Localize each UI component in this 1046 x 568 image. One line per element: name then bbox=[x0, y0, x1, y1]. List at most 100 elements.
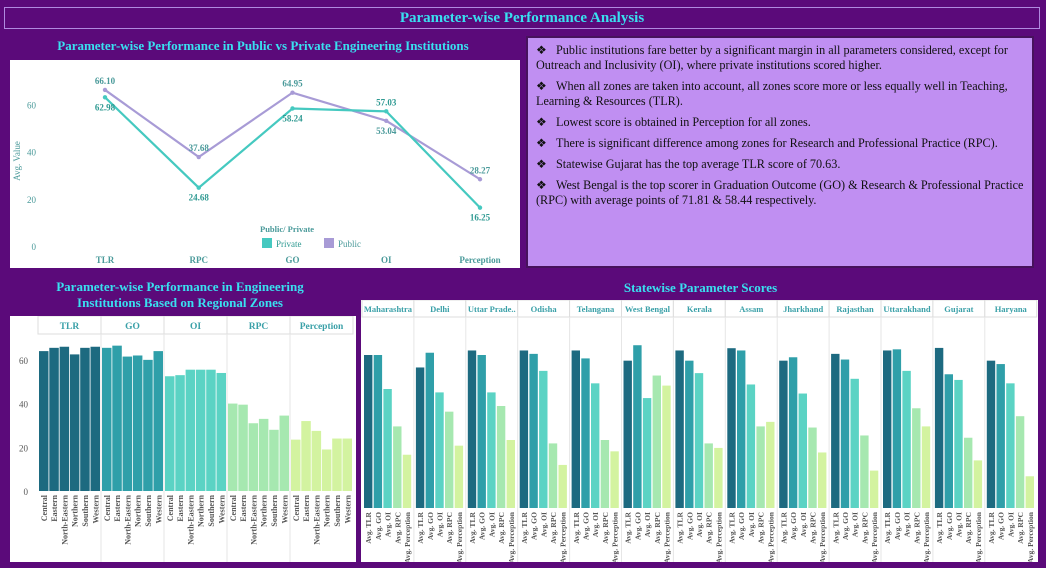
parameter-tick-label: Avg. RPC bbox=[705, 512, 714, 544]
zone-bar bbox=[332, 438, 342, 491]
zone-tick-label: Western bbox=[217, 494, 226, 523]
legend-swatch-public bbox=[324, 238, 334, 248]
state-header-label: Maharashtra bbox=[364, 304, 413, 314]
state-bar bbox=[529, 353, 538, 508]
parameter-tick-label: Avg. GO bbox=[582, 512, 591, 540]
state-bar bbox=[746, 384, 756, 508]
parameter-tick-label: Avg. Perception bbox=[611, 511, 620, 562]
parameter-tick-label: Avg. OI bbox=[643, 512, 652, 537]
zone-bar bbox=[102, 347, 112, 491]
y-tick-label: 40 bbox=[27, 148, 37, 158]
state-bar bbox=[675, 350, 684, 508]
zone-bar bbox=[248, 423, 259, 491]
parameter-tick-label: Avg. GO bbox=[789, 512, 798, 540]
insight-text: There is significant difference among zo… bbox=[556, 136, 998, 150]
state-bar bbox=[934, 347, 944, 508]
parameter-tick-label: Avg. OI bbox=[436, 512, 445, 537]
zone-bar bbox=[122, 356, 133, 491]
parameter-tick-label: Avg. TLR bbox=[572, 511, 581, 543]
legend-title: Public/ Private bbox=[260, 224, 314, 234]
zone-tick-label: Southern bbox=[333, 494, 342, 526]
parameter-tick-label: Avg. OI bbox=[539, 512, 548, 537]
state-bar bbox=[883, 350, 892, 508]
data-label-private: 58.24 bbox=[282, 113, 303, 123]
y-tick-label: 0 bbox=[32, 242, 37, 252]
public-private-title: Parameter-wise Performance in Public vs … bbox=[57, 38, 469, 53]
states-title: Statewise Parameter Scores bbox=[623, 280, 778, 295]
state-header-label: Gujarat bbox=[944, 304, 973, 314]
parameter-tick-label: Avg. TLR bbox=[779, 511, 788, 543]
state-bar bbox=[902, 370, 911, 508]
diamond-bullet-icon: ❖ bbox=[536, 43, 547, 57]
state-bar bbox=[694, 373, 704, 508]
state-bar bbox=[685, 360, 694, 508]
parameter-tick-label: Avg. TLR bbox=[416, 511, 425, 543]
state-bar bbox=[756, 426, 765, 508]
state-bar bbox=[393, 426, 402, 508]
zone-bar bbox=[228, 403, 238, 491]
parameter-tick-label: Avg. RPC bbox=[393, 512, 402, 544]
data-label-public: 28.27 bbox=[470, 165, 491, 175]
data-label-private: 24.68 bbox=[189, 193, 210, 203]
state-bar bbox=[1006, 383, 1015, 508]
parameter-tick-label: Avg. RPC bbox=[964, 512, 973, 544]
state-bar bbox=[435, 392, 444, 508]
zone-tick-label: North-Eastern bbox=[312, 494, 321, 544]
group-header-cell bbox=[289, 315, 354, 335]
parameter-tick-label: Avg. GO bbox=[893, 512, 902, 540]
parameter-tick-label: Avg. RPC bbox=[809, 512, 818, 544]
parameter-tick-label: Avg. GO bbox=[478, 512, 487, 540]
data-label-public: 53.04 bbox=[376, 126, 397, 136]
state-bar bbox=[445, 411, 454, 508]
state-bar bbox=[912, 408, 921, 508]
state-bar bbox=[1025, 476, 1034, 508]
y-tick-label: 20 bbox=[19, 443, 29, 453]
state-bar bbox=[623, 360, 632, 508]
state-bar bbox=[652, 375, 661, 508]
x-tick-label: TLR bbox=[96, 255, 115, 265]
zone-tick-label: Central bbox=[166, 494, 175, 521]
insight-item: ❖ Public institutions fare better by a si… bbox=[536, 43, 1024, 73]
zone-bar bbox=[90, 346, 100, 491]
state-bar bbox=[558, 464, 567, 508]
insight-text: When all zones are taken into account, a… bbox=[536, 79, 1008, 108]
parameter-tick-label: Avg. Perception bbox=[455, 511, 464, 562]
parameter-tick-label: Avg. GO bbox=[945, 512, 954, 540]
data-point-public bbox=[102, 87, 108, 93]
zone-tick-label: Western bbox=[154, 494, 163, 523]
parameter-tick-label: Avg. OI bbox=[799, 512, 808, 537]
parameter-tick-label: Avg. OI bbox=[1006, 512, 1015, 537]
data-label-private: 62.98 bbox=[95, 102, 116, 112]
public-private-line-chart: Avg. Value 0 20 40 60 TLR RPC GO OI Perception 62.… bbox=[12, 76, 501, 265]
zone-tick-label: Eastern bbox=[239, 494, 248, 521]
y-tick-label: 40 bbox=[19, 400, 29, 410]
group-header-label: GO bbox=[125, 322, 140, 332]
parameter-tick-label: Avg. Perception bbox=[403, 511, 412, 562]
insights-panel: ❖ Public institutions fare better by a si… bbox=[526, 36, 1034, 268]
x-tick-label: OI bbox=[381, 255, 392, 265]
diamond-bullet-icon: ❖ bbox=[536, 136, 547, 150]
zone-tick-label: Northern bbox=[260, 494, 269, 527]
parameter-tick-label: Avg. RPC bbox=[549, 512, 558, 544]
group-header-label: RPC bbox=[249, 322, 269, 332]
data-point-public bbox=[290, 90, 295, 95]
insight-text: Statewise Gujarat has the top average TL… bbox=[556, 157, 841, 171]
group-header-label: TLR bbox=[60, 322, 80, 332]
y-tick-label: 0 bbox=[24, 487, 29, 497]
state-header-label: Haryana bbox=[995, 304, 1028, 314]
parameter-tick-label: Avg. GO bbox=[374, 512, 383, 540]
zones-chart-area: 0 20 40 60 TLR Central Eastern North-Eastern Nor… bbox=[10, 315, 356, 562]
zone-tick-label: Eastern bbox=[50, 494, 59, 521]
parameter-tick-label: Avg. OI bbox=[695, 512, 704, 537]
zone-bar bbox=[112, 345, 122, 491]
parameter-tick-label: Avg. TLR bbox=[468, 511, 477, 543]
state-header-label: Uttarakhand bbox=[883, 304, 931, 314]
state-bar bbox=[944, 374, 953, 508]
state-bar bbox=[642, 398, 652, 508]
parameter-tick-label: Avg. RPC bbox=[497, 512, 506, 544]
state-bar bbox=[798, 393, 807, 508]
state-bar bbox=[986, 360, 996, 508]
parameter-tick-label: Avg. Perception bbox=[714, 511, 723, 562]
state-header-label: Kerala bbox=[687, 304, 713, 314]
zone-tick-label: Central bbox=[292, 494, 301, 521]
